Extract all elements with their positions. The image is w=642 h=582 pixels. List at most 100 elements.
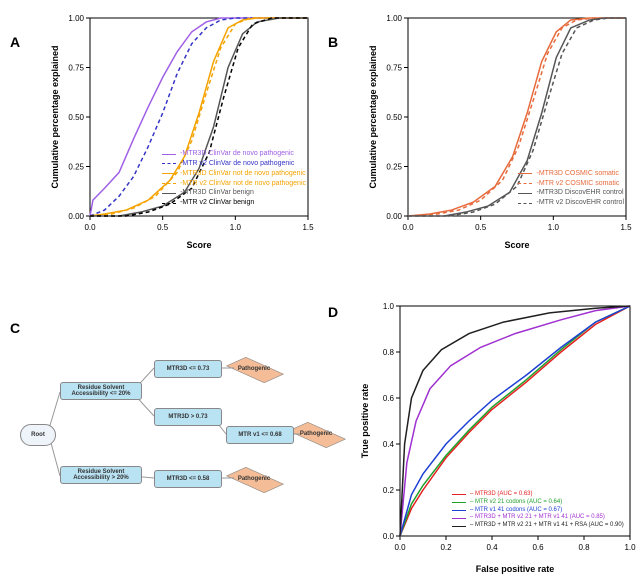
legend-item: -MTR v2 COSMIC somatic [518,179,624,189]
svg-text:False positive rate: False positive rate [476,564,555,574]
svg-text:0.8: 0.8 [383,348,395,357]
flow-leaf-1: Pathogenic [228,356,280,382]
panel-d-legend: – MTR3D (AUC = 0.63)– MTR v2 21 codons (… [452,491,624,530]
legend-line-icon [162,173,176,174]
svg-text:Score: Score [186,240,211,250]
legend-line-icon [518,173,532,174]
panel-d-label: D [328,304,338,320]
svg-text:Score: Score [504,240,529,250]
flow-leaf-2: Pathogenic [290,421,342,447]
legend-label: -MTR v2 ClinVar not de novo pathogenic [180,179,306,189]
panel-b: 0.0 0.5 1.0 1.5 0.00 0.25 0.50 0.75 1.00 Score Cum… [364,12,632,252]
svg-text:1.0: 1.0 [624,543,636,552]
panel-b-label: B [328,34,338,50]
legend-label: -MTR3D ClinVar not de novo pathogenic [180,169,306,179]
legend-label: -MTR3D DiscovEHR control [536,188,623,198]
svg-text:0.75: 0.75 [386,64,402,73]
legend-line-icon [452,526,466,527]
legend-label: -MTR v2 COSMIC somatic [536,179,619,189]
svg-text:0.25: 0.25 [386,163,402,172]
svg-text:1.0: 1.0 [383,302,395,311]
svg-text:1.5: 1.5 [620,223,632,232]
svg-text:0.2: 0.2 [383,486,395,495]
svg-text:True positive rate: True positive rate [360,384,370,459]
legend-item: – MTR v2 21 codons (AUC = 0.64) [452,499,624,507]
svg-text:0.50: 0.50 [68,113,84,122]
svg-text:0.2: 0.2 [440,543,452,552]
svg-text:0.0: 0.0 [84,223,96,232]
svg-text:0.50: 0.50 [386,113,402,122]
legend-line-icon [452,494,466,495]
panel-a-svg: 0.0 0.5 1.0 1.5 0.00 0.25 0.50 0.75 1.00 Score Cum… [46,12,314,252]
svg-text:1.00: 1.00 [68,14,84,23]
flow-rsa-le20: Residue Solvent Accessibility <= 20% [60,382,142,400]
legend-item: -MTR v2 ClinVar not de novo pathogenic [162,179,306,189]
legend-item: -MTR3D ClinVar de novo pathogenic [162,149,306,159]
svg-text:1.0: 1.0 [548,223,560,232]
legend-label: -MTR3D COSMIC somatic [536,169,618,179]
legend-label: – MTR3D + MTR v2 21 + MTR v1 41 (AUC = 0… [470,514,605,522]
svg-text:0.4: 0.4 [383,440,395,449]
svg-text:1.00: 1.00 [386,14,402,23]
legend-line-icon [452,510,466,511]
panel-d: 0.00.20.40.60.81.00.00.20.40.60.81.0Fals… [356,300,636,576]
flow-mtrv1-le068: MTR v1 <= 0.68 [226,426,294,444]
svg-text:0.0: 0.0 [383,532,395,541]
legend-line-icon [518,203,532,204]
legend-item: -MTR3D DiscovEHR control [518,188,624,198]
panel-b-legend: -MTR3D COSMIC somatic-MTR v2 COSMIC soma… [518,169,624,208]
legend-item: – MTR3D + MTR v2 21 + MTR v1 41 + RSA (A… [452,522,624,530]
flow-mtr3d-gt073: MTR3D > 0.73 [154,408,222,426]
svg-text:1.0: 1.0 [230,223,242,232]
legend-line-icon [162,193,176,194]
legend-item: -MTR3D ClinVar benign [162,188,306,198]
svg-text:0.0: 0.0 [394,543,406,552]
legend-label: -MTR3D ClinVar benign [180,188,254,198]
svg-text:Cumulative percentage explaine: Cumulative percentage explained [368,45,378,188]
panel-d-svg: 0.00.20.40.60.81.00.00.20.40.60.81.0Fals… [356,300,636,576]
legend-item: -MTR v2 ClinVar de novo pathogenic [162,159,306,169]
legend-line-icon [162,183,176,184]
legend-label: -MTR3D ClinVar de novo pathogenic [180,149,294,159]
legend-item: -MTR v2 ClinVar benign [162,198,306,208]
svg-text:0.5: 0.5 [157,223,169,232]
svg-text:0.00: 0.00 [386,212,402,221]
figure-container: A 0.0 0.5 1.0 1.5 0.00 0.25 0.50 0.75 1.00 Score C… [0,0,642,582]
flow-mtr3d-le058: MTR3D <= 0.58 [154,470,222,488]
legend-line-icon [452,502,466,503]
panel-c: Root Residue Solvent Accessibility <= 20… [20,316,320,546]
flow-leaf-3: Pathogenic [228,466,280,492]
flow-mtr3d-le073: MTR3D <= 0.73 [154,360,222,378]
panel-a-legend: -MTR3D ClinVar de novo pathogenic-MTR v2… [162,149,306,208]
svg-text:0.6: 0.6 [383,394,395,403]
legend-item: – MTR v1 41 codons (AUC = 0.67) [452,507,624,515]
legend-item: – MTR3D (AUC = 0.63) [452,491,624,499]
panel-c-label: C [10,320,20,336]
svg-text:0.00: 0.00 [68,212,84,221]
legend-line-icon [518,193,532,194]
legend-label: -MTR v2 ClinVar de novo pathogenic [180,159,294,169]
flow-rsa-gt20: Residue Solvent Accessibility > 20% [60,466,142,484]
legend-line-icon [162,154,176,155]
legend-label: – MTR v1 41 codons (AUC = 0.67) [470,507,562,515]
legend-item: -MTR v2 DiscovEHR control [518,198,624,208]
legend-line-icon [518,183,532,184]
legend-label: -MTR v2 ClinVar benign [180,198,254,208]
svg-text:0.0: 0.0 [402,223,414,232]
svg-text:0.5: 0.5 [475,223,487,232]
legend-item: – MTR3D + MTR v2 21 + MTR v1 41 (AUC = 0… [452,514,624,522]
svg-text:0.75: 0.75 [68,64,84,73]
legend-line-icon [452,518,466,519]
svg-text:0.25: 0.25 [68,163,84,172]
legend-label: – MTR3D + MTR v2 21 + MTR v1 41 + RSA (A… [470,522,624,530]
legend-item: -MTR3D ClinVar not de novo pathogenic [162,169,306,179]
svg-text:0.6: 0.6 [532,543,544,552]
legend-item: -MTR3D COSMIC somatic [518,169,624,179]
legend-line-icon [162,163,176,164]
svg-text:1.5: 1.5 [302,223,314,232]
panel-a-label: A [10,34,20,50]
flow-root: Root [20,424,56,446]
legend-line-icon [162,203,176,204]
svg-text:0.4: 0.4 [486,543,498,552]
svg-text:Cumulative percentage explaine: Cumulative percentage explained [50,45,60,188]
